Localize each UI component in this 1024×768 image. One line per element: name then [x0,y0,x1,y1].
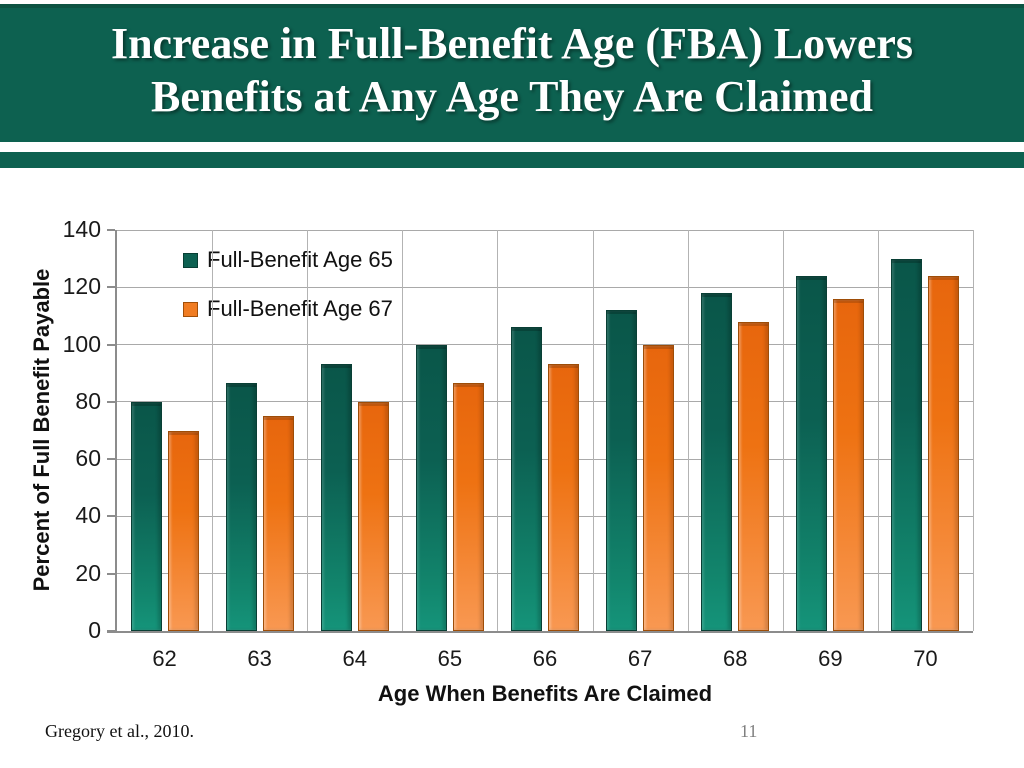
bar-70-fba67 [928,275,960,631]
v-gridline [307,230,309,631]
bar-64-fba67 [357,401,389,631]
bar-67-fba67 [643,344,675,631]
h-gridline [117,344,973,346]
legend-entry-fba65: Full-Benefit Age 65 [183,247,393,273]
y-axis-line [115,230,117,633]
x-tick-label: 62 [152,646,177,671]
header-band [0,4,1024,142]
y-tick-label: 80 [75,387,101,414]
bar-66-fba65 [511,327,542,631]
h-gridline [117,286,973,288]
h-gridline [117,229,973,231]
bar-68-fba67 [738,321,770,631]
bar-70-fba65 [891,258,923,631]
legend-label-fba65: Full-Benefit Age 65 [207,247,393,272]
citation: Gregory et al., 2010. [45,721,194,741]
x-tick-label: 70 [913,646,938,671]
y-tick-label: 40 [75,502,101,529]
y-tick-mark [107,572,115,575]
bar-chart: Percent of Full Benefit Payable Full-Ben… [0,168,1024,708]
y-tick-label: 0 [88,617,101,643]
bar-68-fba65 [701,293,733,631]
x-axis-title: Age When Benefits Are Claimed [377,681,713,706]
bar-64-fba65 [320,363,352,631]
x-axis-line [107,631,973,633]
h-gridline [117,458,973,460]
header-accent-stripe [0,152,1024,168]
y-tick-mark [107,229,115,231]
bar-65-fba67 [452,382,484,631]
x-tick-label: 63 [247,646,272,671]
bar-69-fba67 [833,298,865,631]
bar-62-fba65 [130,401,162,631]
x-tick-label: 66 [532,646,558,671]
legend-label-fba67: Full-Benefit Age 67 [207,296,393,321]
legend-swatch-green [183,252,198,268]
bar-62-fba67 [167,430,199,631]
y-tick-mark [107,458,115,461]
legend-entry-fba67: Full-Benefit Age 67 [183,296,393,322]
y-axis-title: Percent of Full Benefit Payable [29,268,54,592]
v-gridline [497,230,499,631]
h-gridline [117,515,973,517]
x-tick-label: 69 [818,646,843,671]
y-tick-mark [107,515,115,518]
bar-66-fba67 [548,363,579,631]
y-tick-label: 20 [75,559,101,586]
slide-title-line2: Benefits at Any Age They Are Claimed [151,72,873,121]
bar-67-fba65 [606,310,638,631]
v-gridline [212,230,214,631]
y-tick-mark [107,343,115,346]
y-tick-mark [107,400,115,403]
slide-title-line1: Increase in Full-Benefit Age (FBA) Lower… [110,19,914,68]
y-tick-label: 120 [62,273,101,300]
slide-title: Increase in Full-Benefit Age (FBA) Lower… [0,17,1024,123]
h-gridline [117,573,973,575]
page-number: 11 [740,721,758,741]
x-tick-label: 67 [627,646,653,671]
y-tick-mark [107,630,115,632]
v-gridline [877,230,879,631]
v-gridline [782,230,784,631]
x-tick-label: 65 [437,646,463,671]
y-tick-label: 60 [75,445,101,472]
bar-65-fba65 [415,344,447,631]
legend-swatch-orange [183,301,198,317]
y-tick-mark [107,286,115,289]
x-tick-label: 68 [722,646,748,671]
y-tick-label: 100 [62,330,101,357]
bar-63-fba67 [262,416,294,631]
h-gridline [117,401,973,403]
bar-69-fba65 [796,275,828,631]
x-tick-label: 64 [342,646,368,671]
v-gridline [687,230,689,631]
bar-63-fba65 [225,382,257,631]
v-gridline [973,230,974,631]
v-gridline [592,230,594,631]
chart-legend: Full-Benefit Age 65 Full-Benefit Age 67 [183,247,393,322]
y-tick-label: 140 [62,216,101,242]
v-gridline [402,230,404,631]
